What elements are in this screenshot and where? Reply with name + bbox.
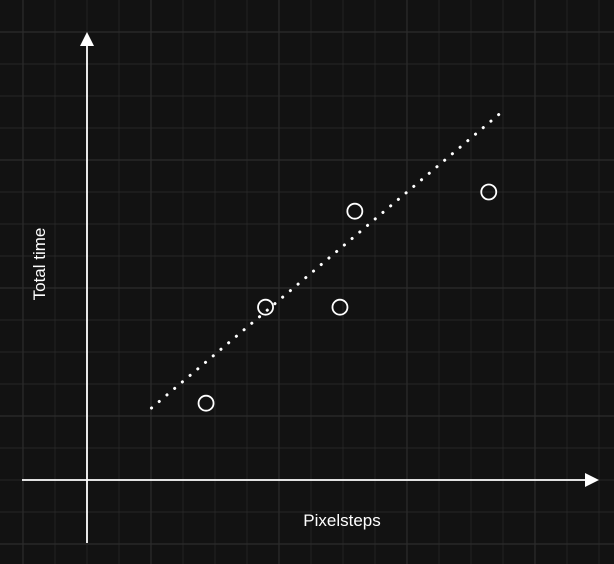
data-point-1 (197, 394, 215, 412)
trendline (149, 108, 506, 410)
x-axis-label: Pixelsteps (303, 511, 380, 530)
trendline-layer (149, 108, 506, 410)
points-layer (197, 183, 498, 412)
data-point-3 (331, 298, 349, 316)
y-axis-label: Total time (30, 228, 49, 301)
data-point-2 (257, 298, 274, 316)
data-point-4 (346, 202, 364, 220)
data-point-5 (480, 183, 498, 201)
